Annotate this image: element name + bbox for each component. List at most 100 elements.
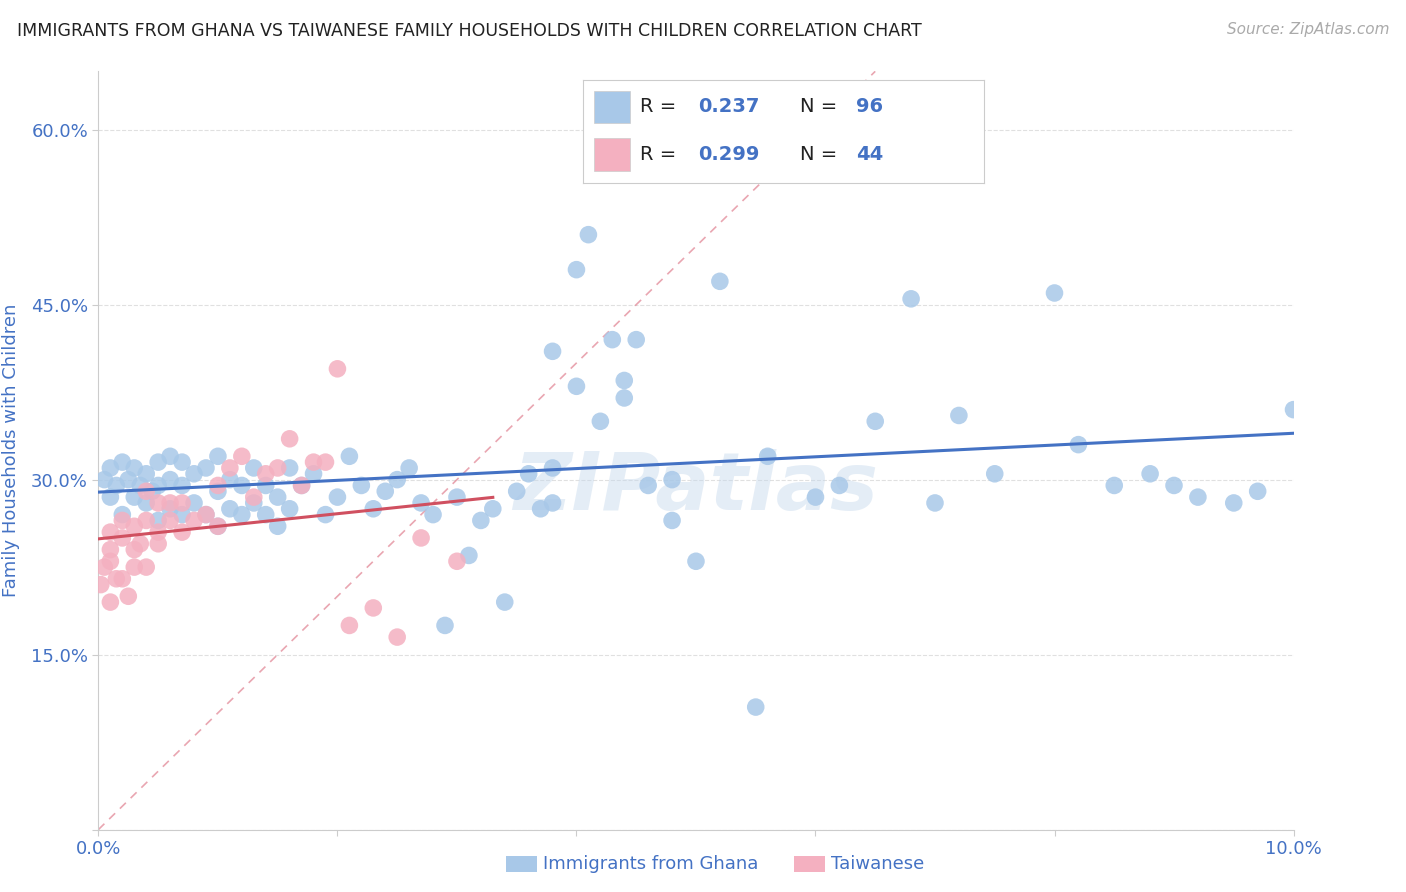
Point: [446, 490, 468, 504]
Point: [231, 478, 253, 492]
Point: [1139, 467, 1161, 481]
Point: [105, 572, 128, 586]
Point: [470, 513, 492, 527]
Point: [291, 478, 314, 492]
Point: [422, 508, 444, 522]
Point: [124, 461, 146, 475]
Point: [172, 455, 194, 469]
Point: [135, 560, 157, 574]
Point: [541, 496, 564, 510]
Point: [326, 490, 349, 504]
Point: [374, 484, 396, 499]
Point: [804, 490, 827, 504]
Point: [243, 461, 266, 475]
Point: [411, 496, 433, 510]
Point: [129, 537, 152, 551]
Point: [482, 501, 505, 516]
Point: [105, 478, 128, 492]
Point: [602, 333, 624, 347]
Text: N =: N =: [800, 145, 844, 163]
Point: [278, 501, 301, 516]
Point: [117, 473, 139, 487]
Point: [267, 519, 290, 533]
Point: [148, 496, 170, 510]
Point: [1043, 285, 1066, 300]
Point: [243, 490, 266, 504]
Y-axis label: Family Households with Children: Family Households with Children: [1, 304, 20, 597]
Point: [148, 525, 170, 540]
Point: [231, 450, 253, 464]
Point: [98, 525, 122, 540]
Point: [494, 595, 516, 609]
Point: [398, 461, 420, 475]
Point: [924, 496, 946, 510]
Point: [172, 496, 194, 510]
Point: [98, 554, 122, 568]
Point: [339, 618, 361, 632]
Point: [159, 513, 181, 527]
Point: [219, 473, 242, 487]
Point: [661, 473, 683, 487]
Point: [219, 461, 242, 475]
Text: 44: 44: [856, 145, 883, 163]
Point: [93, 560, 115, 574]
Point: [517, 467, 540, 481]
Point: [565, 262, 588, 277]
Point: [124, 542, 146, 557]
Point: [1247, 484, 1270, 499]
Point: [207, 450, 229, 464]
Point: [434, 618, 457, 632]
Point: [302, 455, 325, 469]
Point: [828, 478, 851, 492]
Point: [111, 508, 134, 522]
Point: [135, 484, 157, 499]
Text: 0.299: 0.299: [697, 145, 759, 163]
Point: [195, 508, 218, 522]
Point: [291, 478, 314, 492]
Point: [183, 496, 205, 510]
Point: [207, 519, 229, 533]
Text: 0.237: 0.237: [697, 97, 759, 117]
Point: [135, 513, 157, 527]
Point: [159, 450, 181, 464]
Text: R =: R =: [640, 145, 682, 163]
Point: [135, 496, 157, 510]
Point: [458, 549, 481, 563]
Point: [124, 560, 146, 574]
Point: [326, 361, 349, 376]
Text: IMMIGRANTS FROM GHANA VS TAIWANESE FAMILY HOUSEHOLDS WITH CHILDREN CORRELATION C: IMMIGRANTS FROM GHANA VS TAIWANESE FAMIL…: [17, 22, 921, 40]
Point: [254, 508, 277, 522]
Point: [124, 519, 146, 533]
Point: [90, 577, 112, 591]
Point: [1223, 496, 1246, 510]
Point: [148, 455, 170, 469]
Point: [685, 554, 707, 568]
Point: [530, 501, 553, 516]
Point: [411, 531, 433, 545]
Point: [254, 467, 277, 481]
Point: [219, 501, 242, 516]
Point: [129, 478, 152, 492]
Point: [278, 432, 301, 446]
Point: [98, 542, 122, 557]
Point: [363, 601, 385, 615]
Point: [148, 537, 170, 551]
Point: [315, 455, 337, 469]
Point: [315, 508, 337, 522]
Point: [172, 525, 194, 540]
Text: ZIPatlas: ZIPatlas: [513, 450, 879, 527]
Point: [446, 554, 468, 568]
Point: [254, 478, 277, 492]
Point: [589, 414, 612, 428]
Point: [363, 501, 385, 516]
Point: [148, 513, 170, 527]
Point: [1067, 437, 1090, 451]
Point: [207, 519, 229, 533]
Point: [159, 473, 181, 487]
Point: [541, 461, 564, 475]
Point: [900, 292, 922, 306]
Point: [709, 274, 731, 288]
Point: [578, 227, 600, 242]
Point: [613, 391, 636, 405]
Point: [565, 379, 588, 393]
